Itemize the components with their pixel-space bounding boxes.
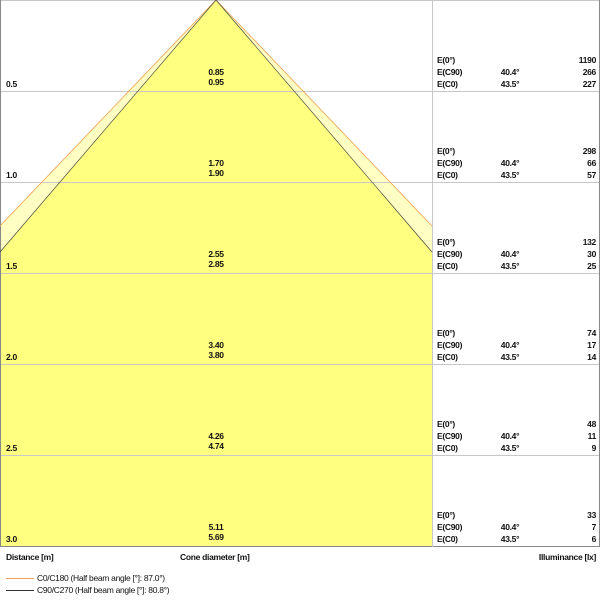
ec0-label: E(C0) — [437, 170, 458, 180]
c90-angle: 40.4° — [500, 522, 520, 532]
cone-diameter-c90: 0.95 — [208, 77, 224, 87]
ec0-label: E(C0) — [437, 352, 458, 362]
c0-cone-edge-right — [215, 0, 433, 227]
distance-label: 3.0 — [6, 534, 17, 544]
e0-value: 48 — [587, 419, 596, 429]
c90-legend-label: C90/C270 (Half beam angle [°]: 80.8°) — [37, 585, 170, 595]
c0-angle: 43.5° — [500, 170, 520, 180]
distance-label: 0.5 — [6, 79, 17, 89]
ec0-label: E(C0) — [437, 79, 458, 89]
c0-angle: 43.5° — [500, 79, 520, 89]
ec90-label: E(C90) — [437, 431, 463, 441]
e0-value: 1190 — [578, 55, 597, 65]
ec0-label: E(C0) — [437, 534, 458, 544]
c0-legend-swatch — [6, 578, 34, 579]
c90-angle: 40.4° — [500, 340, 520, 350]
cone-diameter-c90: 5.69 — [208, 532, 224, 542]
ec90-label: E(C90) — [437, 249, 463, 259]
c0-angle: 43.5° — [500, 534, 520, 544]
e0-label: E(0°) — [437, 237, 455, 247]
ec0-value: 9 — [591, 443, 597, 453]
ec90-value: 11 — [587, 431, 597, 441]
c90-cone-edge-left — [0, 0, 217, 253]
ec90-label: E(C90) — [437, 340, 463, 350]
cone-diameter-c90: 3.80 — [208, 350, 224, 360]
c90-angle: 40.4° — [500, 67, 520, 77]
c90-angle: 40.4° — [500, 431, 520, 441]
e0-label: E(0°) — [437, 419, 455, 429]
e0-value: 298 — [582, 146, 597, 156]
cone-diameter-c0: 2.55 — [208, 249, 224, 259]
cone-diameter-c0: 0.85 — [208, 67, 224, 77]
illuminance-label: Illuminance [lx] — [538, 552, 596, 562]
cone-diameter-label: Cone diameter [m] — [180, 552, 250, 562]
cone-diameter-c0: 1.70 — [208, 158, 224, 168]
c0-cone-edge-left — [0, 0, 217, 227]
e0-label: E(0°) — [437, 55, 455, 65]
c0-legend-label: C0/C180 (Half beam angle [°]: 87.0°) — [37, 573, 165, 583]
distance-label: 1.0 — [6, 170, 17, 180]
e0-label: E(0°) — [437, 510, 455, 520]
cone-diagram — [0, 0, 600, 547]
c0-angle: 43.5° — [500, 261, 520, 271]
cone-diameter-c0: 5.11 — [208, 522, 224, 532]
ec0-value: 14 — [587, 352, 596, 362]
cone-diameter-c0: 4.26 — [208, 431, 224, 441]
ec0-label: E(C0) — [437, 261, 458, 271]
ec90-label: E(C90) — [437, 158, 463, 168]
ec0-label: E(C0) — [437, 443, 458, 453]
c0-angle: 43.5° — [500, 352, 520, 362]
ec90-value: 266 — [582, 67, 597, 77]
e0-value: 74 — [587, 328, 596, 338]
c0-angle: 43.5° — [500, 443, 520, 453]
ec0-value: 25 — [587, 261, 596, 271]
c90-angle: 40.4° — [500, 158, 520, 168]
ec90-value: 30 — [587, 249, 596, 259]
ec0-value: 57 — [587, 170, 596, 180]
ec0-value: 227 — [582, 79, 597, 89]
distance-label: 2.0 — [6, 352, 17, 362]
cone-diameter-c90: 4.74 — [208, 441, 224, 451]
e0-value: 33 — [587, 510, 596, 520]
ec90-value: 7 — [591, 522, 597, 532]
c90-legend-swatch — [6, 590, 34, 591]
ec0-value: 6 — [591, 534, 597, 544]
c90-cone-edge-right — [215, 0, 433, 253]
cone-diameter-c90: 1.90 — [208, 168, 224, 178]
e0-value: 132 — [582, 237, 597, 247]
ec90-label: E(C90) — [437, 522, 463, 532]
cone-diameter-c90: 2.85 — [208, 259, 224, 269]
e0-label: E(0°) — [437, 328, 455, 338]
e0-label: E(0°) — [437, 146, 455, 156]
c90-angle: 40.4° — [500, 249, 520, 259]
ec90-value: 17 — [587, 340, 596, 350]
distance-label: 2.5 — [6, 443, 17, 453]
cone-diameter-c0: 3.40 — [208, 340, 224, 350]
distance-axis-label: Distance [m] — [6, 552, 54, 562]
distance-label: 1.5 — [6, 261, 17, 271]
ec90-label: E(C90) — [437, 67, 463, 77]
ec90-value: 66 — [587, 158, 596, 168]
